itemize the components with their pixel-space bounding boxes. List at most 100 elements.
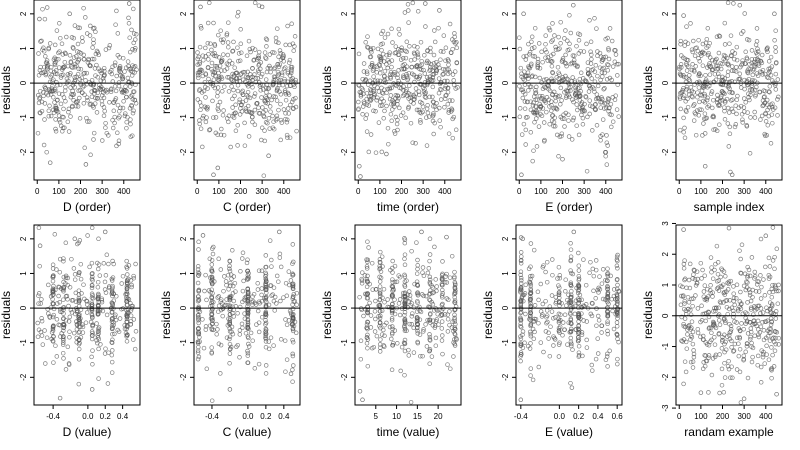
scatter-point xyxy=(402,256,407,262)
scatter-point xyxy=(358,356,364,362)
scatter-point xyxy=(102,287,108,292)
scatter-point xyxy=(559,98,564,103)
scatter-point xyxy=(226,20,231,25)
x-tick-label: 100 xyxy=(52,187,66,196)
scatter-point xyxy=(530,377,536,383)
scatter-point xyxy=(255,287,261,292)
x-tick-label: 400 xyxy=(759,187,773,196)
scatter-point xyxy=(587,98,592,103)
scatter-point xyxy=(230,283,236,289)
scatter-point xyxy=(125,272,130,277)
scatter-point xyxy=(540,301,546,307)
scatter-point xyxy=(761,95,767,100)
scatter-point xyxy=(568,268,573,273)
scatter-point xyxy=(368,93,374,99)
scatter-point xyxy=(450,135,456,141)
scatter-point xyxy=(553,98,558,104)
scatter-point xyxy=(755,46,760,52)
scatter-point xyxy=(556,311,562,317)
scatter-point xyxy=(366,149,372,155)
scatter-point xyxy=(432,325,438,330)
scatter-point xyxy=(523,127,529,133)
scatter-point xyxy=(87,62,92,68)
x-tick-label: 0 xyxy=(517,187,522,196)
scatter-point xyxy=(75,25,81,30)
scatter-point xyxy=(89,311,95,317)
x-tick-label: 0.0 xyxy=(82,412,94,421)
scatter-point xyxy=(263,279,269,284)
scatter-point xyxy=(406,20,411,25)
y-tick-label: 3 xyxy=(661,221,670,226)
scatter-point xyxy=(758,364,764,370)
scatter-point xyxy=(528,304,534,309)
scatter-point xyxy=(196,294,201,299)
scatter-point xyxy=(714,34,720,40)
scatter-point xyxy=(264,69,270,75)
scatter-point xyxy=(277,251,283,257)
scatter-point xyxy=(718,61,723,66)
scatter-point xyxy=(433,335,439,341)
scatter-point xyxy=(221,37,226,42)
x-tick-label: 400 xyxy=(759,412,773,421)
scatter-point xyxy=(78,261,84,267)
scatter-point xyxy=(406,8,411,13)
scatter-point xyxy=(277,229,282,235)
scatter-point xyxy=(444,280,450,285)
scatter-point xyxy=(291,323,297,329)
scatter-point xyxy=(256,299,262,304)
scatter-point xyxy=(384,103,389,109)
scatter-point xyxy=(528,99,533,104)
scatter-point xyxy=(696,73,701,78)
scatter-point xyxy=(527,50,533,55)
scatter-point xyxy=(567,13,572,18)
scatter-point xyxy=(444,296,450,301)
scatter-point xyxy=(605,278,610,284)
scatter-point xyxy=(427,304,432,310)
scatter-point xyxy=(216,78,222,83)
scatter-point xyxy=(205,64,211,70)
scatter-point xyxy=(757,89,762,95)
scatter-point xyxy=(357,294,362,300)
scatter-point xyxy=(369,49,374,55)
scatter-point xyxy=(717,390,722,396)
scatter-point xyxy=(207,127,212,133)
scatter-point xyxy=(203,327,209,332)
scatter-point xyxy=(576,330,582,335)
scatter-point xyxy=(95,50,101,55)
scatter-point xyxy=(449,106,454,112)
scatter-point xyxy=(195,62,200,67)
scatter-point xyxy=(381,327,386,333)
scatter-point xyxy=(708,91,714,97)
scatter-point xyxy=(734,367,740,372)
scatter-point xyxy=(560,156,565,162)
scatter-point xyxy=(682,135,688,141)
scatter-point xyxy=(532,25,538,31)
scatter-point xyxy=(102,229,108,235)
scatter-point xyxy=(518,324,524,330)
scatter-point xyxy=(48,64,54,70)
scatter-point xyxy=(219,59,224,65)
y-tick-label: -1 xyxy=(661,342,670,350)
scatter-point xyxy=(520,329,526,334)
scatter-point xyxy=(556,328,562,334)
scatter-point xyxy=(235,311,240,316)
scatter-point xyxy=(421,67,426,73)
scatter-point xyxy=(581,257,586,262)
scatter-point xyxy=(244,53,250,59)
scatter-point xyxy=(537,93,543,99)
scatter-point xyxy=(215,103,221,108)
scatter-point xyxy=(89,295,95,300)
scatter-point xyxy=(290,261,295,266)
scatter-point xyxy=(246,276,251,282)
scatter-point xyxy=(283,42,288,48)
scatter-point xyxy=(239,321,245,327)
scatter-point xyxy=(708,255,714,260)
scatter-point xyxy=(53,126,58,132)
y-axis-label: residuals xyxy=(0,66,13,114)
scatter-point xyxy=(124,119,129,125)
scatter-point xyxy=(277,62,282,67)
scatter-point xyxy=(708,283,713,288)
scatter-point xyxy=(377,320,383,326)
scatter-point xyxy=(589,362,595,368)
scatter-point xyxy=(585,66,591,72)
